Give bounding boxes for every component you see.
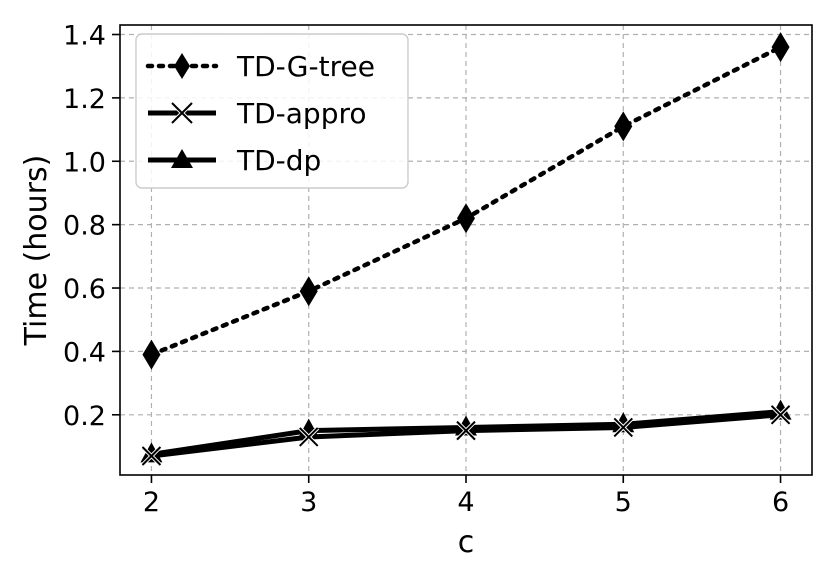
legend-entry-td-g-tree: TD-G-tree <box>145 50 375 83</box>
y-tick-label: 0.4 <box>63 337 106 368</box>
x-tick-label: 3 <box>300 487 317 518</box>
diamond-marker-icon <box>174 53 190 79</box>
series-td-g-tree <box>142 32 790 370</box>
x-axis-label: c <box>458 525 475 560</box>
y-axis-label: Time (hours) <box>19 155 54 347</box>
x-tick-label: 2 <box>143 487 160 518</box>
legend-label-td-g-tree: TD-G-tree <box>236 50 375 83</box>
data-point-x <box>141 446 162 466</box>
legend-label-td-appro: TD-appro <box>236 97 367 130</box>
data-point-diamond <box>457 203 475 234</box>
y-tick-label: 0.6 <box>63 274 106 305</box>
x-tick-label: 5 <box>615 487 632 518</box>
data-point-x <box>613 417 633 438</box>
legend-label-td-dp: TD-dp <box>236 144 321 177</box>
y-tick-label: 0.8 <box>63 211 106 242</box>
y-tick-label: 1.4 <box>63 21 106 52</box>
data-point-diamond <box>614 111 633 142</box>
y-tick-label: 1.0 <box>63 147 106 178</box>
legend: TD-G-tree TD-appro TD-dp <box>135 33 409 189</box>
axis-ticks: 2 3 4 5 6 0.2 0.4 0.6 0.8 1.0 1.2 1.4 <box>63 21 789 518</box>
y-tick-label: 0.2 <box>63 401 106 432</box>
data-point-diamond <box>142 339 161 370</box>
triangle-marker-icon <box>171 149 193 168</box>
data-point-x <box>770 405 791 425</box>
data-point-diamond <box>771 32 790 63</box>
series-layer <box>140 32 792 467</box>
series-td-appro <box>141 404 791 467</box>
legend-entry-td-dp: TD-dp <box>148 144 321 177</box>
data-point-x <box>299 427 319 447</box>
y-tick-label: 1.2 <box>63 84 106 115</box>
data-point-diamond <box>299 276 318 307</box>
data-point-x <box>456 420 476 441</box>
x-tick-label: 6 <box>772 487 789 518</box>
x-tick-label: 4 <box>457 487 474 518</box>
legend-box <box>135 33 409 189</box>
legend-entry-td-appro: TD-appro <box>148 97 367 130</box>
